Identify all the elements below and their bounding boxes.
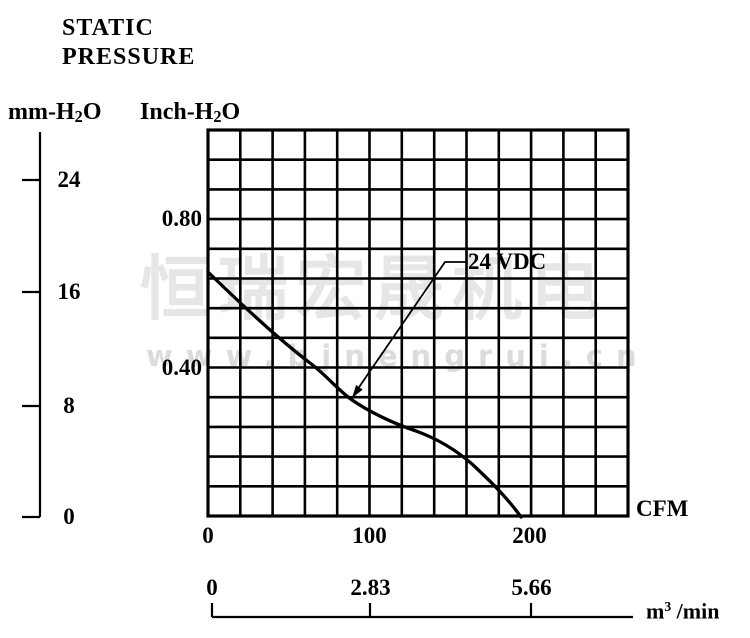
curve-label-24vdc: 24 VDC bbox=[468, 249, 547, 274]
m3min-axis-label: m3 /min bbox=[646, 598, 720, 624]
m3min-tick-283: 2.83 bbox=[350, 575, 391, 600]
grid bbox=[206, 128, 630, 518]
inch-tick-080: 0.80 bbox=[161, 206, 202, 231]
cfm-axis-label: CFM bbox=[636, 496, 689, 521]
mm-tick-8: 8 bbox=[63, 393, 75, 418]
inch-axis-label: Inch-H2O bbox=[140, 99, 241, 126]
mm-tick-16: 16 bbox=[57, 279, 81, 304]
cfm-tick-0: 0 bbox=[202, 523, 214, 548]
cfm-tick-100: 100 bbox=[352, 523, 387, 548]
cfm-tick-200: 200 bbox=[512, 523, 547, 548]
m3min-tick-0: 0 bbox=[206, 575, 218, 600]
mm-ruler bbox=[22, 132, 42, 519]
chart-title: STATIC PRESSURE bbox=[62, 15, 196, 70]
m3min-ruler bbox=[210, 603, 633, 619]
arrowhead-icon bbox=[352, 385, 363, 398]
m3min-tick-566: 5.66 bbox=[511, 575, 552, 600]
annotation-leader bbox=[352, 261, 466, 398]
inch-tick-040: 0.40 bbox=[161, 355, 202, 380]
mm-axis-label: mm-H2O bbox=[8, 99, 102, 126]
fan-curve-24vdc bbox=[206, 270, 523, 519]
mm-tick-24: 24 bbox=[57, 167, 81, 192]
mm-tick-0: 0 bbox=[63, 504, 75, 529]
